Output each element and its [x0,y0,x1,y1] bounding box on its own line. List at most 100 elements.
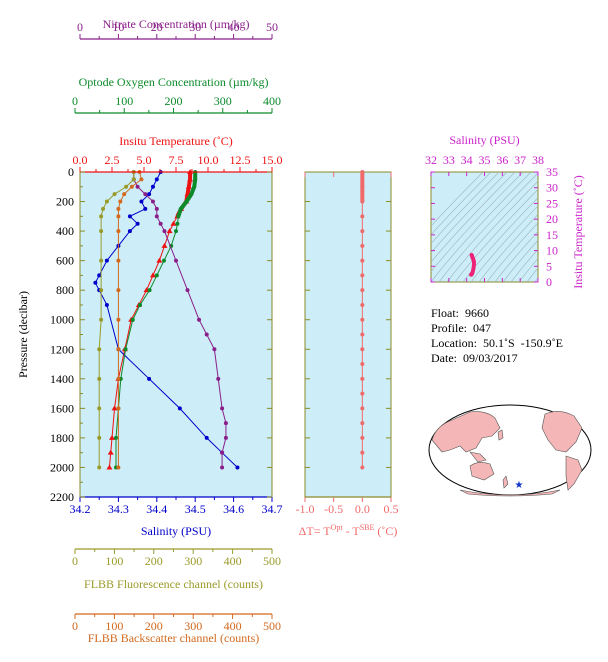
ts-temperature-tick-label: 30 [546,181,558,195]
salinity-tick-label: 34.2 [70,502,91,516]
delta-t-plot-area [304,171,392,498]
backscatter-point [116,206,121,211]
salinity-point [97,273,102,278]
delta-t-point [360,229,365,234]
nitrate-point [220,406,225,411]
backscatter-point [116,258,121,263]
salinity-point [154,177,159,182]
delta-t-point [360,332,365,337]
oxygen-tick-label: 200 [165,94,183,108]
map-asia [431,411,501,453]
ts-density-contour [431,172,500,245]
ts-temperature-tick-label: 15 [546,228,558,242]
nitrate-point [197,317,202,322]
map-south-america [565,455,583,491]
pressure-tick-label: 400 [56,224,74,238]
fluorescence-axis-label: FLBB Fluorescence channel (counts) [84,577,263,591]
float-location: Location: 50.1˚S -150.9˚E [431,336,563,350]
float-info-panel: Float: 9660 Profile: 047 Location: 50.1˚… [431,306,563,366]
backscatter-point [116,376,121,381]
profile-date: Date: 09/03/2017 [431,351,518,365]
pressure-tick-label: 1200 [50,342,74,356]
oxygen-point [162,258,166,263]
ts-salinity-tick-label: 32 [425,153,437,167]
pressure-tick-label: 0 [68,165,74,179]
salinity-point [127,229,132,234]
oxygen-tick-label: 0 [72,94,78,108]
fluorescence-point [97,435,102,440]
temperature-point [109,434,115,440]
temperature-point [106,464,113,470]
backscatter-point [116,317,121,322]
delta-t-point [360,450,365,455]
backscatter-tick-label: 500 [263,619,281,633]
ts-salinity-tick-label: 35 [479,153,491,167]
nitrate-point [150,199,155,204]
temperature-tick-label: 7.5 [169,153,184,167]
oxygen-point [130,317,135,322]
salinity-point [135,221,140,226]
oxygen-point [114,435,118,440]
backscatter-point [116,288,121,293]
nitrate-tick-label: 40 [228,20,240,34]
fluorescence-point [124,184,129,189]
salinity-point [147,376,152,381]
backscatter-point [118,199,123,204]
delta-t-tick-label: -1.0 [296,502,315,516]
salinity-point [104,302,109,307]
fluorescence-tick-label: 0 [72,554,78,568]
temperature-tick-label: 10.0 [198,153,219,167]
fluorescence-point [97,465,102,470]
ts-temperature-tick-label: 35 [546,165,558,179]
salinity-point [150,184,155,189]
ts-density-contour [438,172,538,282]
fluorescence-tick-label: 400 [224,554,242,568]
fluorescence-point [131,177,136,182]
delta-t-tick-label: 0.5 [384,502,399,516]
temperature-point [107,449,114,455]
nitrate-tick-label: 0 [77,20,83,34]
delta-t-label-part: ΔT= T [299,524,332,538]
salinity-tick-label: 34.4 [146,502,167,516]
temperature-tick-label: 2.5 [105,153,120,167]
map-australia [469,462,495,481]
pressure-tick-label: 1400 [50,372,74,386]
backscatter-point [116,406,121,411]
ts-density-contour [431,172,492,236]
temperature-point [156,257,163,263]
ts-density-contour [431,172,516,263]
fluorescence-point [99,229,104,234]
ts-density-contour [431,172,524,273]
ts-density-contour [494,231,538,282]
nitrate-point [212,347,217,352]
fluorescence-tick-label: 100 [105,554,123,568]
ts-density-contour [446,180,538,282]
temperature-point [170,220,177,226]
delta-t-label-part: (˚C) [374,524,397,538]
delta-t-point [360,347,365,352]
float-location-marker: ★ [515,480,524,491]
delta-t-axes: -1.0 -0.5 0.0 0.5 ΔT= TOpt - TSBE (˚C) [296,171,399,538]
ts-density-contour [431,172,532,282]
oxygen-point [154,273,159,278]
salinity-point [204,435,209,440]
ts-density-contour [502,239,538,282]
main-plot-area [79,171,273,498]
oxygen-point [147,288,152,293]
oxygen-upper-thick [176,172,198,217]
delta-t-label-superscript: SBE [360,523,375,532]
delta-t-series-layer [360,170,365,470]
map-continents [431,411,583,497]
ts-temperature-tick-label: 25 [546,196,558,210]
temperature-tick-label: 15.0 [262,153,283,167]
pressure-tick-label: 600 [56,254,74,268]
salinity-tick-label: 34.7 [262,502,283,516]
salinity-point [143,206,148,211]
delta-t-point [360,362,365,367]
delta-t-point [360,214,365,219]
nitrate-point [216,376,221,381]
ts-density-contour [478,213,538,282]
salinity-point [235,465,240,470]
temperature-point [161,242,168,248]
delta-t-point [360,391,365,396]
